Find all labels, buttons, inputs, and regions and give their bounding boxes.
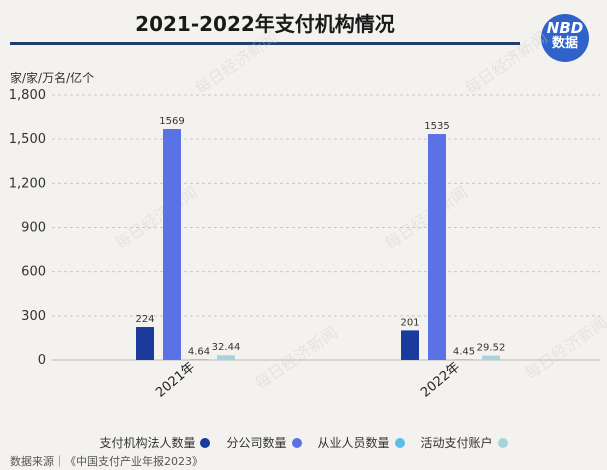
legend-marker xyxy=(291,437,302,448)
title-divider xyxy=(10,42,520,45)
data-label: 32.44 xyxy=(212,342,241,353)
legend-item: 从业人员数量 xyxy=(318,434,405,451)
data-label: 4.64 xyxy=(188,346,210,357)
watermark-text: 每日经济新闻 xyxy=(191,28,281,99)
legend-item: 支付机构法人数量 xyxy=(99,434,211,451)
x-category-label: 2022年 xyxy=(418,360,463,401)
y-axis-unit-label: 家/家/万名/亿个 xyxy=(10,71,95,85)
bar xyxy=(136,327,154,360)
watermark-text: 每日经济新闻 xyxy=(381,183,471,254)
nbd-logo: NBD 数据 xyxy=(541,14,589,62)
watermark-text: 每日经济新闻 xyxy=(461,28,551,99)
data-label: 1569 xyxy=(159,116,184,127)
legend-item: 活动支付账户 xyxy=(421,434,508,451)
y-tick-label: 1,500 xyxy=(9,132,46,147)
y-tick-label: 0 xyxy=(38,353,46,368)
legend-marker xyxy=(200,437,211,448)
bar xyxy=(455,359,473,360)
watermark-text: 每日经济新闻 xyxy=(521,313,607,384)
logo-text-nbd: NBD xyxy=(546,19,584,37)
watermark-text: 每日经济新闻 xyxy=(111,183,201,254)
y-tick-label: 300 xyxy=(21,309,46,324)
legend-label: 从业人员数量 xyxy=(317,436,390,450)
legend-label: 活动支付账户 xyxy=(420,436,493,450)
data-label: 4.45 xyxy=(453,346,475,357)
page-title: 2021-2022年支付机构情况 xyxy=(135,12,395,36)
data-label: 1535 xyxy=(424,121,449,132)
data-label: 201 xyxy=(400,317,419,328)
legend-label: 支付机构法人数量 xyxy=(99,436,196,450)
y-tick-label: 900 xyxy=(21,221,46,236)
logo-text-data: 数据 xyxy=(551,35,578,51)
y-tick-label: 600 xyxy=(21,265,46,280)
legend-item: 分公司数量 xyxy=(226,434,302,451)
y-tick-label: 1,800 xyxy=(9,88,46,103)
x-category-label: 2021年 xyxy=(153,360,198,401)
legend-marker xyxy=(497,437,508,448)
data-source: 数据来源｜《中国支付产业年报2023》 xyxy=(10,455,203,468)
bar xyxy=(163,129,181,360)
data-label: 29.52 xyxy=(477,343,506,354)
data-label: 224 xyxy=(135,314,154,325)
bar xyxy=(401,330,419,360)
bar xyxy=(190,359,208,360)
bar xyxy=(428,134,446,360)
watermark-text: 每日经济新闻 xyxy=(251,323,341,394)
chart-legend: 支付机构法人数量 分公司数量 从业人员数量 活动支付账户 xyxy=(0,434,607,451)
legend-marker xyxy=(394,437,405,448)
bar xyxy=(217,355,235,360)
y-tick-label: 1,200 xyxy=(9,176,46,191)
bar xyxy=(482,355,500,360)
legend-label: 分公司数量 xyxy=(226,436,287,450)
